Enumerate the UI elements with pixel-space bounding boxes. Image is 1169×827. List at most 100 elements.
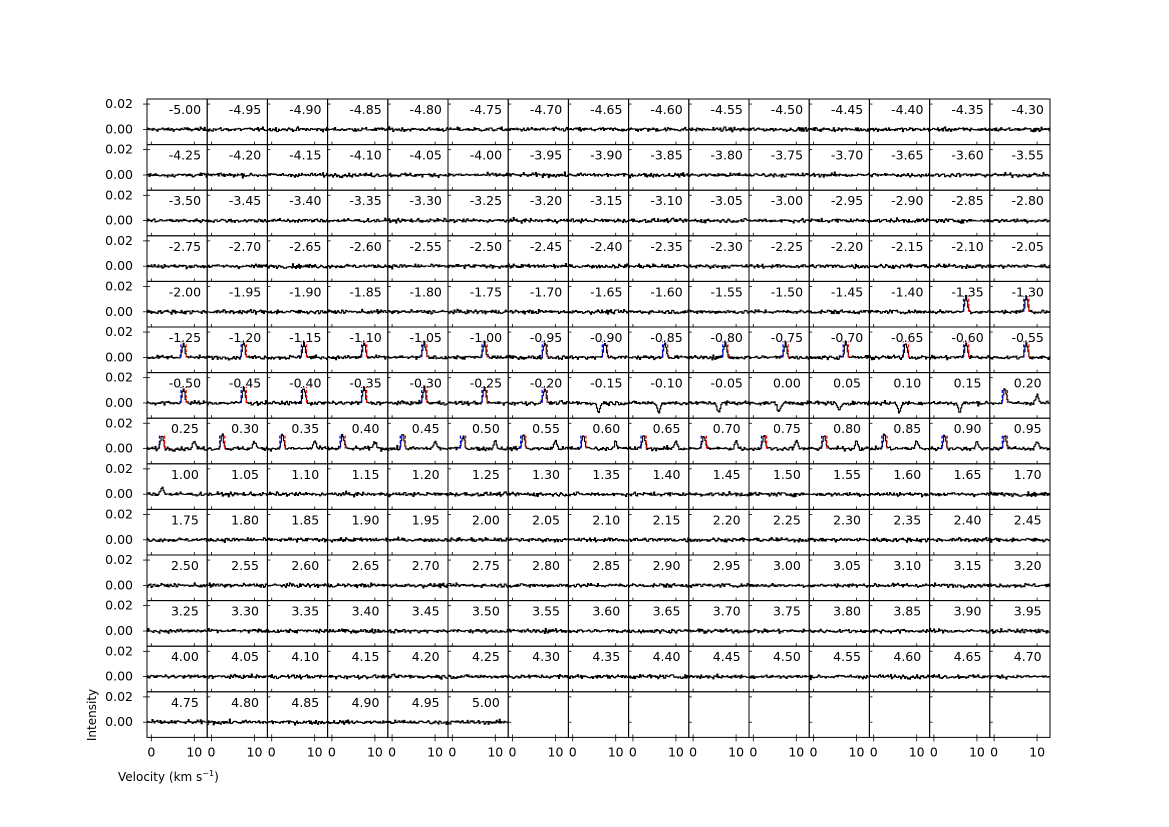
panel-offset-label: 0.65 — [653, 421, 681, 436]
spectrum-panel: 3.15 — [929, 554, 991, 602]
spectrum-line — [327, 342, 388, 361]
panel-offset-label: -3.70 — [831, 148, 863, 163]
spectrum-panel: 2.70 — [387, 554, 449, 602]
spectrum-line — [327, 582, 388, 589]
panel-offset-label: -2.45 — [530, 239, 562, 254]
spectrum-line — [508, 308, 569, 315]
spectrum-panel: -4.80 — [387, 98, 449, 146]
spectrum-panel — [507, 691, 569, 738]
spectrum-panel: 4.95 — [387, 691, 449, 738]
spectrum-panel: 4.15 — [327, 645, 389, 693]
panel-offset-label: -3.15 — [590, 193, 622, 208]
spectrum-panel: -2.20 — [808, 235, 870, 282]
spectrum-line — [267, 582, 328, 588]
spectrum-line — [568, 537, 629, 543]
spectrum-panel: -1.90 — [266, 280, 329, 328]
spectrum-line — [688, 264, 749, 269]
y-tick-label: 0.00 — [105, 486, 133, 501]
spectrum-panel: -2.70 — [206, 235, 268, 282]
panel-offset-label: -4.50 — [771, 102, 803, 117]
panel-offset-label: -1.40 — [891, 284, 923, 299]
spectrum-line — [207, 718, 268, 726]
panel-offset-label: 3.05 — [833, 558, 861, 573]
panel-offset-label: -0.75 — [771, 330, 803, 345]
panel-offset-label: -2.30 — [711, 239, 743, 254]
panel-offset-label: -4.30 — [1012, 102, 1044, 117]
spectrum-panel: 0.35 — [266, 417, 329, 465]
panel-offset-label: 2.45 — [1014, 512, 1042, 527]
spectrum-panel: -0.25 — [447, 372, 509, 419]
panel-offset-label: 1.70 — [1014, 467, 1042, 482]
panel-offset-label: 4.30 — [532, 649, 560, 664]
panel-offset-label: -3.20 — [530, 193, 562, 208]
spectrum-line — [989, 218, 1050, 224]
panel-offset-label: 1.35 — [592, 467, 620, 482]
panel-offset-label: -0.50 — [169, 376, 201, 391]
spectrum-line — [327, 308, 388, 315]
spectrum-line — [809, 674, 870, 681]
panel-frame — [868, 691, 931, 738]
spectrum-line — [267, 263, 328, 270]
spectrum-line — [869, 491, 930, 498]
panel-offset-label: 1.45 — [713, 467, 741, 482]
x-tick-label: 10 — [909, 744, 925, 759]
spectrum-line — [448, 387, 509, 406]
y-tick-label: 0.00 — [105, 213, 133, 228]
spectrum-panel: 1.00 — [146, 463, 208, 510]
spectrum-panel: 2.90 — [628, 554, 690, 602]
spectrum-line — [568, 343, 629, 360]
x-tick-label: 0 — [509, 744, 517, 759]
spectrum-line — [387, 385, 448, 406]
panel-offset-label: -3.30 — [410, 193, 442, 208]
spectrum-panel: -0.30 — [387, 372, 449, 419]
spectrum-panel: -0.05 — [688, 372, 750, 419]
spectrum-panel: 1.35 — [567, 463, 630, 510]
spectrum-panel: -1.00 — [447, 326, 509, 374]
panel-offset-label: -0.10 — [650, 376, 682, 391]
spectrum-panel: 0.60 — [567, 417, 630, 465]
spectrum-line — [327, 537, 388, 543]
panel-offset-label: -1.35 — [951, 284, 983, 299]
spectrum-line — [628, 172, 689, 179]
spectrum-panel: 3.80 — [808, 600, 870, 647]
spectrum-line — [688, 341, 749, 361]
spectrum-panel: 3.65 — [628, 600, 690, 647]
panel-offset-label: 0.35 — [291, 421, 319, 436]
spectrum-panel: -3.30 — [387, 189, 449, 237]
spectrum-line — [568, 582, 629, 588]
panel-offset-label: 2.20 — [713, 512, 741, 527]
panel-offset-label: 4.10 — [291, 649, 319, 664]
spectrum-line — [628, 263, 689, 269]
spectrum-panel: 0.25 — [146, 417, 208, 465]
panel-offset-label: -0.95 — [530, 330, 562, 345]
panel-offset-label: -2.20 — [831, 239, 863, 254]
spectrum-line — [147, 172, 208, 178]
y-tick-label: 0.02 — [105, 415, 133, 430]
panel-offset-label: -4.80 — [410, 102, 442, 117]
spectrum-panel: 0.30 — [206, 417, 268, 465]
panel-offset-label: 1.95 — [412, 512, 440, 527]
spectrum-panel: 3.60 — [567, 600, 630, 647]
spectrum-line — [749, 218, 810, 224]
spectrum-line — [267, 433, 328, 452]
spectrum-panel: 0.85 — [868, 417, 931, 465]
spectrum-panel: -0.60 — [929, 326, 991, 374]
spectrum-line — [267, 491, 328, 497]
spectrum-line — [929, 400, 990, 413]
spectrum-line — [869, 263, 930, 269]
panel-frame — [808, 691, 870, 738]
spectrum-panel: -0.95 — [507, 326, 569, 374]
panel-offset-label: -3.85 — [650, 148, 682, 163]
spectrum-line — [568, 263, 629, 269]
panel-offset-label: -2.70 — [229, 239, 261, 254]
spectrum-panel: -4.10 — [327, 144, 389, 191]
spectrum-panel: 3.35 — [266, 600, 329, 647]
spectrum-line — [387, 673, 448, 680]
panel-offset-label: 2.75 — [472, 558, 500, 573]
spectrum-line — [387, 434, 448, 452]
spectrum-line — [749, 172, 810, 178]
spectrum-line — [688, 628, 749, 634]
panel-offset-label: 3.75 — [773, 604, 801, 619]
panel-offset-label: 2.00 — [472, 512, 500, 527]
panel-frame — [567, 691, 630, 738]
